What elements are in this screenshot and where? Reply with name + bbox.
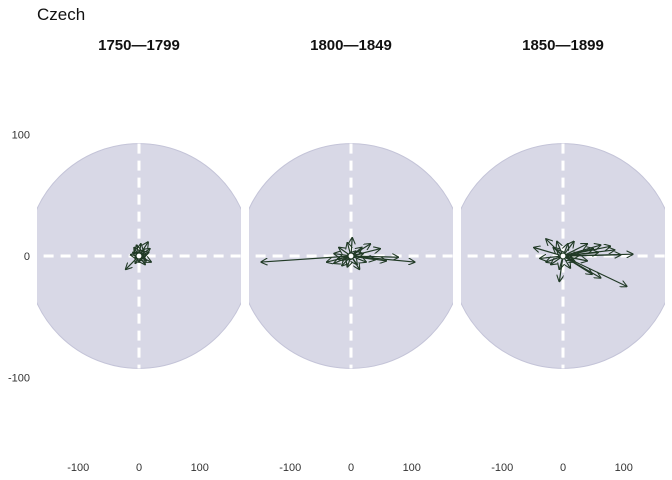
x-tick-label: 0 <box>136 462 142 474</box>
origin-point <box>559 252 567 260</box>
y-tick-label: -100 <box>8 373 30 385</box>
x-tick-label: -100 <box>279 462 301 474</box>
origin-point <box>347 252 355 260</box>
panel-title: 1800—1849 <box>310 37 392 54</box>
panel-title: 1750—1799 <box>98 37 180 54</box>
panel-1: 1750—1799 -100 0 100 <box>37 37 241 474</box>
x-tick-label: 0 <box>560 462 566 474</box>
vector-arrow <box>562 255 587 261</box>
panel-title: 1850—1899 <box>522 37 604 54</box>
x-tick-label: 100 <box>403 462 421 474</box>
x-tick-label: 100 <box>191 462 209 474</box>
x-tick-label: -100 <box>491 462 513 474</box>
y-tick-label: 0 <box>24 251 30 263</box>
y-tick-label: 100 <box>12 130 30 142</box>
origin-point <box>135 252 143 260</box>
page-title: Czech <box>37 5 85 24</box>
panel-plot-area <box>249 143 453 369</box>
panel-plot-area <box>461 143 665 369</box>
vector-arrow <box>562 244 587 257</box>
panel-2: 1800—1849 -100 0 100 <box>249 37 453 474</box>
x-tick-label: 0 <box>348 462 354 474</box>
vector-arrow <box>562 252 598 256</box>
panel-3: 1850—1899 -100 0 100 <box>461 37 665 474</box>
panel-plot-area <box>37 143 241 369</box>
x-tick-label: 100 <box>615 462 633 474</box>
x-tick-label: -100 <box>67 462 89 474</box>
